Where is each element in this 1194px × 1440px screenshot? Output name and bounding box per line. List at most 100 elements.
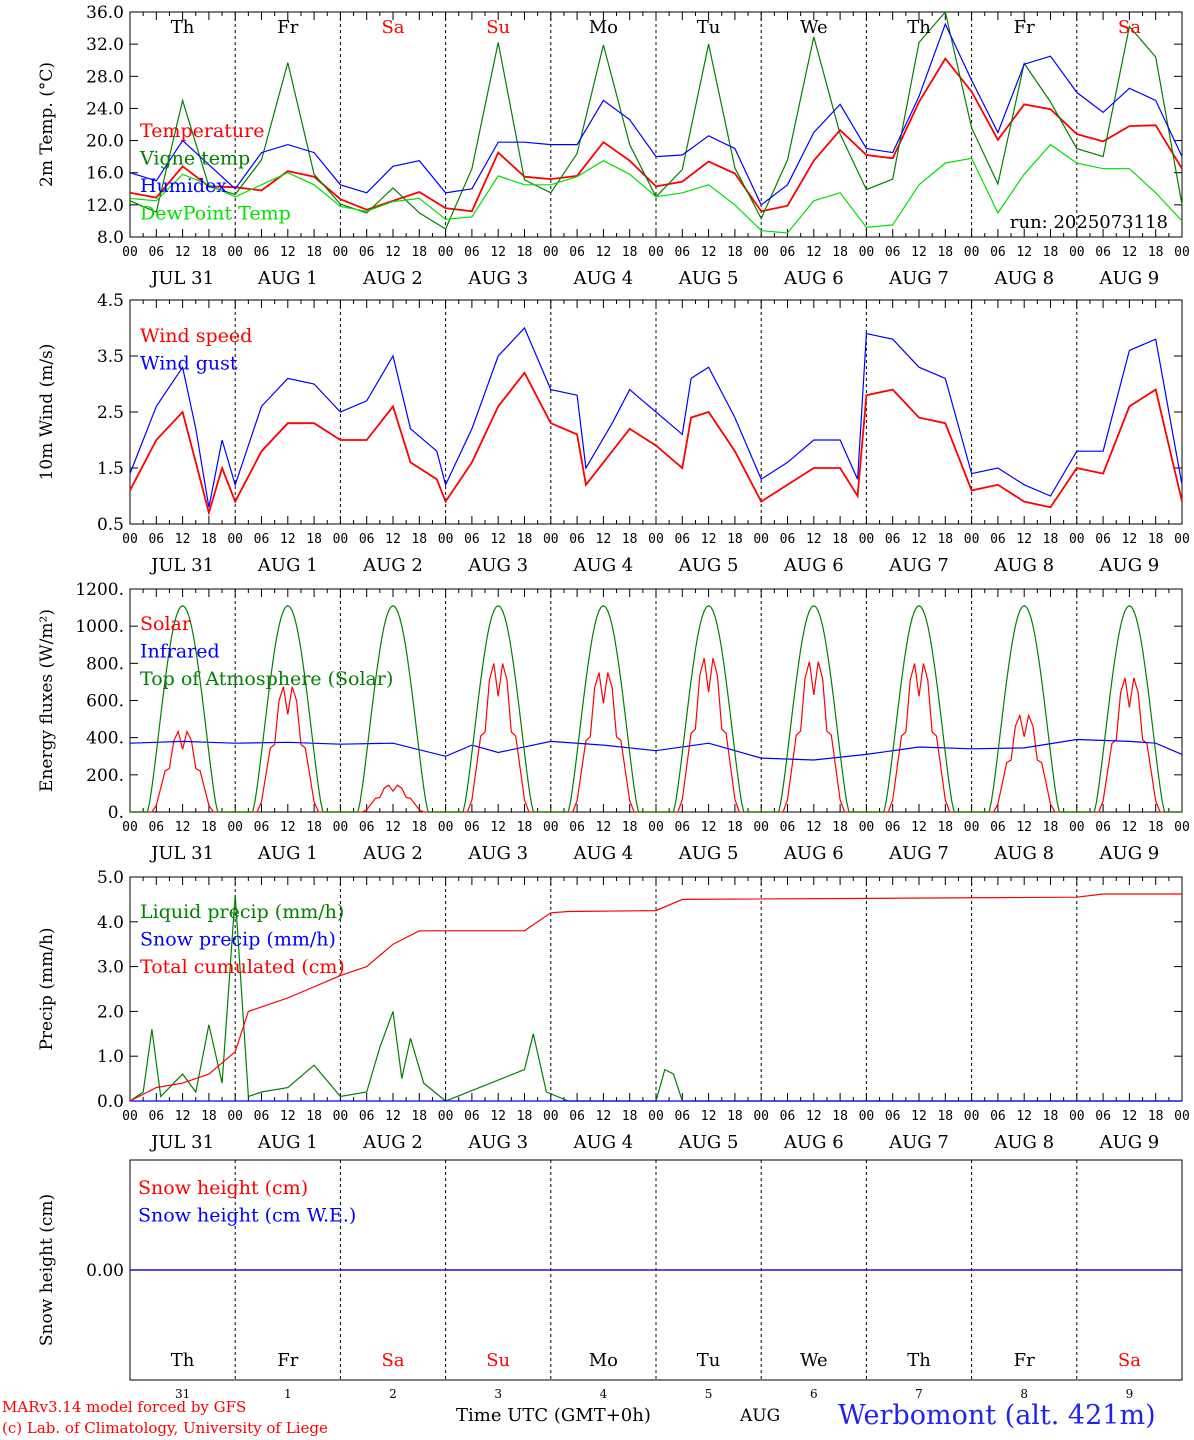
station-name: Werbomont (alt. 421m): [838, 1400, 1156, 1431]
series-wind-gust: [129, 326, 1183, 508]
y-tick-label: 2.5: [97, 403, 124, 423]
hour-tick-label: 06: [464, 245, 480, 260]
weekday-label-bottom: Th: [171, 1350, 195, 1371]
hour-tick-label: 18: [832, 245, 848, 260]
date-label: AUG 9: [1099, 1132, 1160, 1153]
date-label: AUG 5: [678, 1132, 739, 1153]
hour-tick-label: 18: [306, 1109, 322, 1124]
hour-tick-label: 00: [438, 820, 454, 835]
hour-tick-label: 12: [1016, 532, 1032, 547]
series-temperature: [129, 57, 1183, 213]
y-tick-label: 4.0: [97, 913, 124, 933]
date-label: JUL 31: [149, 268, 214, 289]
hour-tick-label: 18: [727, 245, 743, 260]
hour-tick-label: 12: [701, 820, 717, 835]
y-tick-label: 3.0: [97, 958, 124, 978]
weekday-label-bottom: Tu: [697, 1350, 721, 1371]
hour-tick-label: 06: [990, 820, 1006, 835]
day-number-label: 9: [1126, 1387, 1134, 1401]
date-label: AUG 6: [783, 1132, 844, 1153]
hour-tick-label: 06: [359, 1109, 375, 1124]
hour-tick-label: 18: [1043, 820, 1059, 835]
weekday-label-top: Mo: [589, 17, 618, 38]
hour-tick-label: 06: [464, 820, 480, 835]
date-label: JUL 31: [149, 1132, 214, 1153]
hour-tick-label: 00: [438, 245, 454, 260]
series-dewpoint-temp: [129, 143, 1183, 234]
hour-tick-label: 12: [1016, 820, 1032, 835]
hour-tick-label: 18: [517, 1109, 533, 1124]
hour-tick-label: 00: [333, 245, 349, 260]
legend-infrared: Infrared: [140, 641, 220, 663]
hour-tick-label: 06: [1095, 245, 1111, 260]
hour-tick-label: 06: [990, 245, 1006, 260]
hour-tick-label: 12: [1122, 532, 1138, 547]
hour-tick-label: 06: [885, 532, 901, 547]
date-label: AUG 4: [573, 268, 634, 289]
y-tick-label: 1000.: [75, 617, 124, 637]
day-number-label: 8: [1020, 1387, 1028, 1401]
y-axis-label: Energy fluxes (W/m²): [37, 609, 57, 792]
day-number-label: 31: [175, 1387, 190, 1401]
date-label: AUG 1: [257, 555, 318, 576]
day-number-label: 6: [810, 1387, 818, 1401]
x-axis-month: AUG: [740, 1406, 781, 1426]
y-tick-label: 1.5: [97, 459, 124, 479]
date-label: AUG 5: [678, 843, 739, 864]
series-total-cumulated-cm-: [129, 893, 1182, 1102]
y-tick-label: 0.: [108, 803, 124, 823]
hour-tick-label: 00: [543, 820, 559, 835]
legend-dewpoint-temp: DewPoint Temp: [140, 203, 291, 225]
hour-tick-label: 00: [648, 245, 664, 260]
hour-tick-label: 00: [122, 1109, 138, 1124]
hour-tick-label: 18: [832, 1109, 848, 1124]
hour-tick-label: 18: [411, 820, 427, 835]
weekday-label-top: We: [800, 17, 828, 38]
date-label: AUG 3: [467, 843, 528, 864]
series-infrared: [129, 738, 1183, 761]
weekday-label-top: Sa: [381, 17, 404, 38]
date-label: AUG 3: [467, 1132, 528, 1153]
hour-tick-label: 12: [701, 245, 717, 260]
hour-tick-label: 06: [1095, 1109, 1111, 1124]
hour-tick-label: 12: [490, 1109, 506, 1124]
hour-tick-label: 12: [701, 532, 717, 547]
hour-tick-label: 18: [201, 245, 217, 260]
legend-temperature: Temperature: [140, 120, 264, 142]
y-tick-label: 200.: [86, 766, 124, 786]
weekday-label-top: Fr: [1014, 17, 1035, 38]
legend-liquid-precip-mm-h-: Liquid precip (mm/h): [140, 901, 344, 923]
hour-tick-label: 06: [464, 1109, 480, 1124]
date-label: AUG 2: [362, 843, 423, 864]
hour-tick-label: 12: [385, 1109, 401, 1124]
hour-tick-label: 06: [359, 245, 375, 260]
weekday-label-bottom: Fr: [277, 1350, 298, 1371]
series-wind-speed: [129, 371, 1183, 517]
hour-tick-label: 00: [859, 532, 875, 547]
hour-tick-label: 12: [385, 820, 401, 835]
weekday-label-top: Fr: [277, 17, 298, 38]
weekday-label-top: Sa: [1118, 17, 1141, 38]
hour-tick-label: 00: [648, 820, 664, 835]
hour-tick-label: 00: [333, 1109, 349, 1124]
hour-tick-label: 12: [175, 245, 191, 260]
y-tick-label: 600.: [86, 692, 124, 712]
y-tick-label: 8.0: [97, 228, 124, 248]
panel-1: [129, 10, 1183, 238]
hour-tick-label: 18: [622, 532, 638, 547]
day-number-label: 5: [705, 1387, 713, 1401]
hour-tick-label: 06: [780, 820, 796, 835]
hour-tick-label: 12: [490, 532, 506, 547]
date-label: AUG 5: [678, 555, 739, 576]
y-tick-label: 0.00: [86, 1261, 124, 1281]
legend-wind-speed: Wind speed: [140, 325, 252, 347]
weekday-label-bottom: Th: [907, 1350, 931, 1371]
y-tick-label: 12.0: [86, 196, 124, 216]
hour-tick-label: 12: [280, 1109, 296, 1124]
hour-tick-label: 12: [911, 820, 927, 835]
hour-tick-label: 12: [280, 245, 296, 260]
y-tick-label: 400.: [86, 729, 124, 749]
hour-tick-label: 06: [780, 532, 796, 547]
hour-tick-label: 06: [780, 245, 796, 260]
